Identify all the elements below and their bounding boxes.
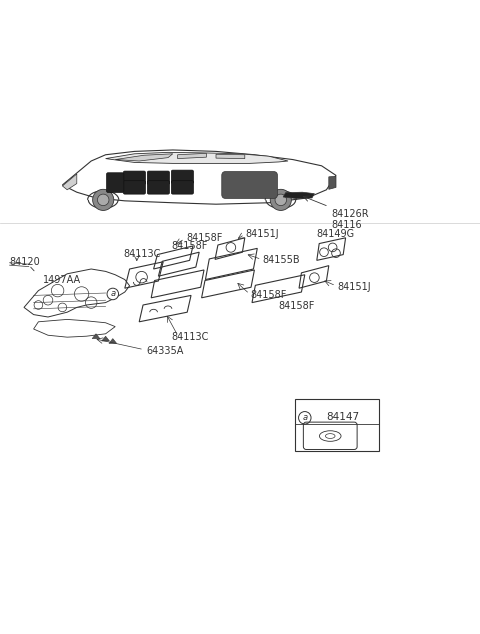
Text: a: a [110, 290, 115, 299]
Text: 84158F: 84158F [278, 301, 315, 311]
Text: 84158F: 84158F [186, 233, 223, 243]
FancyBboxPatch shape [107, 172, 124, 193]
Polygon shape [115, 154, 173, 161]
Circle shape [93, 190, 114, 210]
FancyBboxPatch shape [222, 172, 277, 198]
Text: 84158F: 84158F [251, 290, 287, 300]
FancyBboxPatch shape [295, 399, 379, 451]
Polygon shape [106, 152, 288, 164]
Circle shape [275, 194, 287, 205]
Polygon shape [329, 176, 336, 190]
FancyBboxPatch shape [147, 171, 169, 184]
FancyBboxPatch shape [171, 181, 193, 194]
Text: 84151J: 84151J [337, 281, 371, 292]
Text: 84113C: 84113C [124, 249, 161, 259]
Text: 84149G: 84149G [317, 230, 355, 240]
Text: 84151J: 84151J [246, 229, 279, 239]
Polygon shape [62, 174, 77, 190]
Text: 84113C: 84113C [172, 332, 209, 342]
FancyBboxPatch shape [147, 181, 169, 194]
Circle shape [270, 190, 291, 210]
Polygon shape [102, 336, 109, 341]
Circle shape [299, 411, 311, 424]
Circle shape [107, 288, 119, 300]
Circle shape [97, 194, 109, 205]
Text: a: a [302, 413, 307, 422]
Text: 84147: 84147 [326, 412, 360, 422]
Text: 84155B: 84155B [263, 256, 300, 266]
FancyBboxPatch shape [123, 171, 145, 184]
Text: 1497AA: 1497AA [43, 275, 81, 285]
Text: 64335A: 64335A [146, 346, 184, 356]
Polygon shape [283, 192, 314, 198]
Polygon shape [92, 333, 100, 339]
FancyBboxPatch shape [123, 181, 145, 194]
Polygon shape [178, 153, 206, 158]
Text: 84158F: 84158F [172, 241, 208, 251]
Polygon shape [216, 154, 245, 158]
Text: 84126R
84116: 84126R 84116 [331, 209, 369, 230]
FancyBboxPatch shape [171, 170, 193, 184]
Polygon shape [109, 339, 117, 344]
Text: 84120: 84120 [10, 257, 40, 267]
